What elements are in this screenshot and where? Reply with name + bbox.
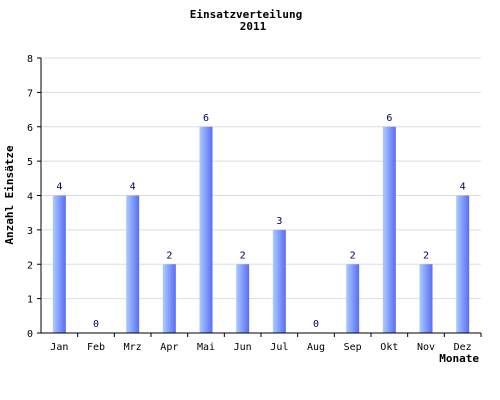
x-tick-label: Jun xyxy=(234,342,252,353)
bar xyxy=(419,264,433,333)
data-label: 2 xyxy=(240,250,246,261)
y-tick-label: 8 xyxy=(27,54,33,65)
grid-lines xyxy=(41,57,481,300)
x-tick-label: Okt xyxy=(380,342,398,353)
y-tick-label: 4 xyxy=(27,192,33,203)
labels: 0 1 2 3 4 5 6 7 8 Jan 4 Feb 0 Mrz 4 Apr 2 Mai 6 Jun 2 Jul 3 Aug… xyxy=(27,54,472,353)
axes xyxy=(37,57,482,337)
data-label: 6 xyxy=(203,113,209,124)
chart-title: Einsatzverteilung xyxy=(190,8,303,21)
y-tick-label: 2 xyxy=(27,260,33,271)
y-axis-label: Anzahl Einsätze xyxy=(3,145,16,245)
x-tick-label: Apr xyxy=(160,342,178,353)
data-label: 6 xyxy=(386,113,392,124)
bar xyxy=(126,195,140,333)
x-tick-label: Feb xyxy=(87,342,105,353)
bar xyxy=(456,195,470,333)
x-tick-label: Jul xyxy=(270,342,288,353)
data-label: 0 xyxy=(313,319,319,330)
bar xyxy=(382,126,396,333)
bar xyxy=(346,264,360,333)
x-tick-label: Nov xyxy=(417,342,435,353)
y-tick-label: 3 xyxy=(27,226,33,237)
x-axis-label: Monate xyxy=(439,352,479,365)
y-tick-label: 1 xyxy=(27,295,33,306)
x-tick-label: Sep xyxy=(344,342,362,353)
data-label: 4 xyxy=(460,182,466,193)
bar xyxy=(272,229,286,333)
bar xyxy=(236,264,250,333)
data-label: 3 xyxy=(276,216,282,227)
data-label: 2 xyxy=(350,250,356,261)
x-tick-label: Mai xyxy=(197,342,215,353)
x-tick-label: Dez xyxy=(454,342,472,353)
data-label: 4 xyxy=(130,182,136,193)
y-tick-label: 7 xyxy=(27,88,33,99)
bar xyxy=(162,264,176,333)
chart-subtitle: 2011 xyxy=(240,20,267,33)
data-label: 0 xyxy=(93,319,99,330)
y-tick-label: 5 xyxy=(27,157,33,168)
bar xyxy=(52,195,66,333)
bar xyxy=(199,126,213,333)
x-tick-label: Aug xyxy=(307,342,325,353)
bars xyxy=(52,126,470,333)
data-label: 2 xyxy=(423,250,429,261)
data-label: 4 xyxy=(56,182,62,193)
y-tick-label: 0 xyxy=(27,329,33,340)
x-tick-label: Jan xyxy=(50,342,68,353)
data-label: 2 xyxy=(166,250,172,261)
y-tick-label: 6 xyxy=(27,123,33,134)
x-tick-label: Mrz xyxy=(124,342,142,353)
